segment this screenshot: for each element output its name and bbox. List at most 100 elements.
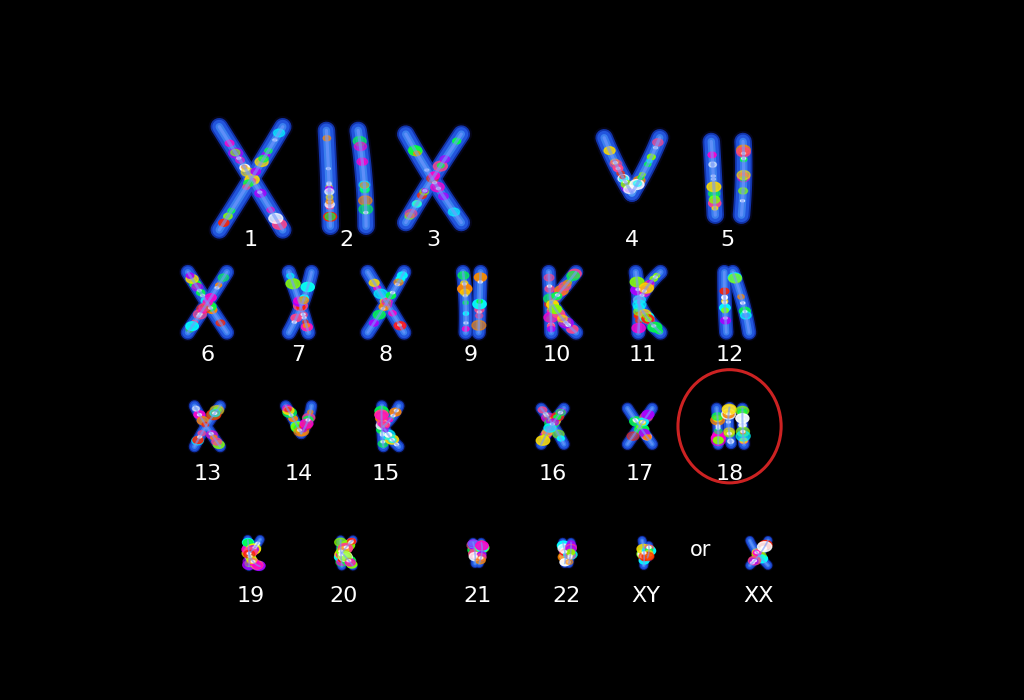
Ellipse shape xyxy=(475,541,488,550)
Ellipse shape xyxy=(645,550,652,555)
Ellipse shape xyxy=(632,323,645,332)
Ellipse shape xyxy=(739,412,745,416)
Ellipse shape xyxy=(604,147,615,155)
Ellipse shape xyxy=(615,167,621,170)
Ellipse shape xyxy=(199,307,207,313)
Ellipse shape xyxy=(728,439,734,443)
Ellipse shape xyxy=(381,440,385,443)
Ellipse shape xyxy=(736,145,751,155)
Ellipse shape xyxy=(638,309,651,318)
Ellipse shape xyxy=(708,152,716,158)
Text: 6: 6 xyxy=(201,345,214,365)
Ellipse shape xyxy=(251,561,255,563)
Ellipse shape xyxy=(228,148,243,158)
Ellipse shape xyxy=(324,136,331,141)
Ellipse shape xyxy=(437,163,444,168)
Ellipse shape xyxy=(757,555,765,561)
Ellipse shape xyxy=(395,284,399,286)
Ellipse shape xyxy=(248,544,261,553)
Ellipse shape xyxy=(337,559,346,566)
Ellipse shape xyxy=(380,434,384,436)
Ellipse shape xyxy=(637,550,651,559)
Ellipse shape xyxy=(216,283,221,287)
Ellipse shape xyxy=(620,175,625,178)
Ellipse shape xyxy=(551,294,560,301)
Ellipse shape xyxy=(555,286,568,295)
Ellipse shape xyxy=(298,429,301,431)
Ellipse shape xyxy=(197,304,210,314)
Ellipse shape xyxy=(477,552,485,558)
Ellipse shape xyxy=(545,418,559,428)
Ellipse shape xyxy=(633,419,637,421)
Ellipse shape xyxy=(467,540,480,550)
Ellipse shape xyxy=(347,538,355,544)
Text: 2: 2 xyxy=(339,230,353,249)
Ellipse shape xyxy=(242,165,247,169)
Ellipse shape xyxy=(562,560,568,564)
Ellipse shape xyxy=(714,437,723,444)
Text: 20: 20 xyxy=(330,587,358,606)
Ellipse shape xyxy=(710,196,720,203)
Ellipse shape xyxy=(303,323,309,328)
Ellipse shape xyxy=(438,193,449,199)
Ellipse shape xyxy=(302,316,306,319)
Ellipse shape xyxy=(740,418,744,420)
Ellipse shape xyxy=(630,416,643,426)
Ellipse shape xyxy=(269,214,283,223)
Ellipse shape xyxy=(206,294,216,301)
Ellipse shape xyxy=(722,295,727,300)
Ellipse shape xyxy=(545,416,551,420)
Ellipse shape xyxy=(736,427,750,436)
Ellipse shape xyxy=(724,430,734,437)
Ellipse shape xyxy=(464,312,469,315)
Ellipse shape xyxy=(475,307,483,313)
Ellipse shape xyxy=(648,321,655,326)
Ellipse shape xyxy=(713,431,724,439)
Ellipse shape xyxy=(194,310,207,319)
Ellipse shape xyxy=(643,314,648,317)
Ellipse shape xyxy=(560,549,569,555)
Text: 9: 9 xyxy=(464,345,478,365)
Ellipse shape xyxy=(651,325,655,327)
Text: 5: 5 xyxy=(720,230,734,249)
Ellipse shape xyxy=(544,313,558,322)
Ellipse shape xyxy=(620,176,628,182)
Ellipse shape xyxy=(327,167,331,169)
Ellipse shape xyxy=(340,549,347,553)
Ellipse shape xyxy=(201,295,205,297)
Text: XX: XX xyxy=(743,587,774,606)
Text: 12: 12 xyxy=(716,345,743,365)
Ellipse shape xyxy=(740,425,744,427)
Ellipse shape xyxy=(406,209,417,218)
Ellipse shape xyxy=(354,142,367,150)
Ellipse shape xyxy=(556,409,565,416)
Ellipse shape xyxy=(647,281,653,285)
Ellipse shape xyxy=(191,321,198,325)
Ellipse shape xyxy=(244,180,253,187)
Ellipse shape xyxy=(458,272,469,279)
Ellipse shape xyxy=(634,176,645,184)
Ellipse shape xyxy=(298,297,308,304)
Ellipse shape xyxy=(215,287,219,289)
Ellipse shape xyxy=(622,183,636,193)
Ellipse shape xyxy=(341,553,347,557)
Ellipse shape xyxy=(338,543,352,553)
Ellipse shape xyxy=(713,206,718,210)
Ellipse shape xyxy=(633,300,646,309)
Ellipse shape xyxy=(391,412,396,416)
Ellipse shape xyxy=(645,545,653,551)
Ellipse shape xyxy=(206,302,211,307)
Ellipse shape xyxy=(383,301,390,306)
Ellipse shape xyxy=(647,154,655,160)
Ellipse shape xyxy=(230,149,240,155)
Ellipse shape xyxy=(335,552,347,560)
Ellipse shape xyxy=(637,288,650,297)
Ellipse shape xyxy=(727,413,730,415)
Ellipse shape xyxy=(737,174,750,182)
Ellipse shape xyxy=(186,326,195,332)
Text: 11: 11 xyxy=(628,345,656,365)
Ellipse shape xyxy=(348,542,352,544)
Ellipse shape xyxy=(243,538,254,546)
Ellipse shape xyxy=(552,309,564,318)
Ellipse shape xyxy=(709,162,717,167)
